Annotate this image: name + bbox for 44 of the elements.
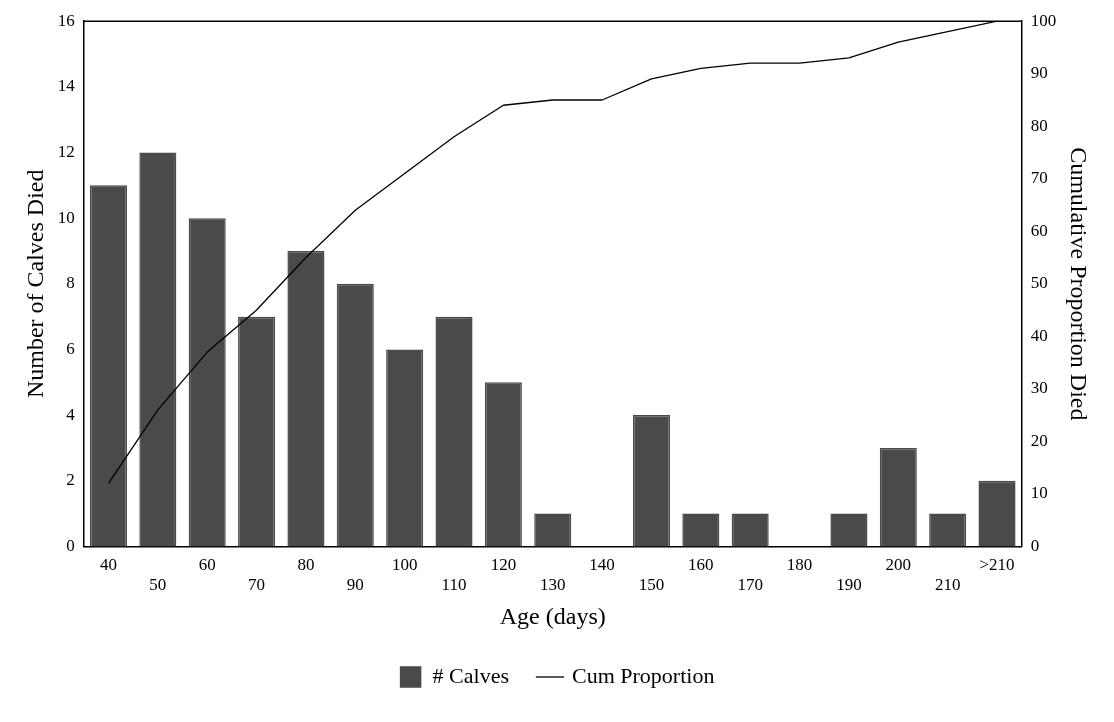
y2-tick-label: 0 — [1030, 535, 1040, 555]
y2-tick-label: 20 — [1030, 430, 1048, 450]
x-tick-label: 90 — [346, 575, 364, 595]
y2-tick-label: 50 — [1030, 273, 1048, 293]
x-tick-label: 80 — [297, 555, 315, 575]
x-tick-label: 170 — [737, 575, 763, 595]
x-tick-label: 50 — [149, 575, 167, 595]
y-tick-label: 12 — [57, 141, 75, 161]
legend-label: Cum Proportion — [571, 662, 715, 688]
y-axis-title: Number of Calves Died — [21, 169, 48, 399]
x-tick-label: 120 — [490, 555, 517, 575]
y2-tick-label: 90 — [1030, 63, 1048, 83]
y2-tick-label: 10 — [1030, 483, 1048, 503]
y2-tick-label: 80 — [1030, 115, 1048, 135]
y-tick-label: 14 — [57, 76, 76, 96]
x-tick-label: 180 — [786, 555, 813, 575]
y2-tick-label: 40 — [1030, 325, 1048, 345]
x-tick-label: 160 — [688, 555, 714, 575]
x-tick-label: 130 — [540, 575, 566, 595]
y2-tick-label: 100 — [1030, 10, 1057, 30]
x-tick-label: 140 — [589, 555, 615, 575]
x-tick-label: >210 — [979, 555, 1015, 575]
y2-tick-label: 30 — [1030, 378, 1048, 398]
x-tick-label: 110 — [441, 575, 467, 595]
x-tick-label: 210 — [934, 575, 961, 595]
y-tick-label: 4 — [66, 404, 76, 424]
y-tick-label: 6 — [66, 338, 75, 358]
x-tick-label: 190 — [836, 575, 862, 595]
y2-tick-label: 70 — [1030, 168, 1048, 188]
x-tick-label: 150 — [638, 575, 665, 595]
x-tick-label: 70 — [248, 575, 266, 595]
y2-axis-title: Cumulative Proportion Died — [1066, 147, 1093, 421]
y2-tick-label: 60 — [1030, 220, 1048, 240]
legend-label: # Calves — [432, 662, 509, 688]
y-tick-label: 10 — [57, 207, 75, 227]
x-axis-title: Age (days) — [499, 602, 606, 629]
y-tick-label: 2 — [66, 470, 75, 490]
x-tick-label: 200 — [885, 555, 912, 575]
y-tick-label: 8 — [66, 273, 75, 293]
x-tick-label: 40 — [99, 555, 117, 575]
x-tick-label: 60 — [198, 555, 216, 575]
x-tick-label: 100 — [391, 555, 418, 575]
y-tick-label: 0 — [66, 535, 75, 555]
y-tick-label: 16 — [57, 10, 75, 30]
